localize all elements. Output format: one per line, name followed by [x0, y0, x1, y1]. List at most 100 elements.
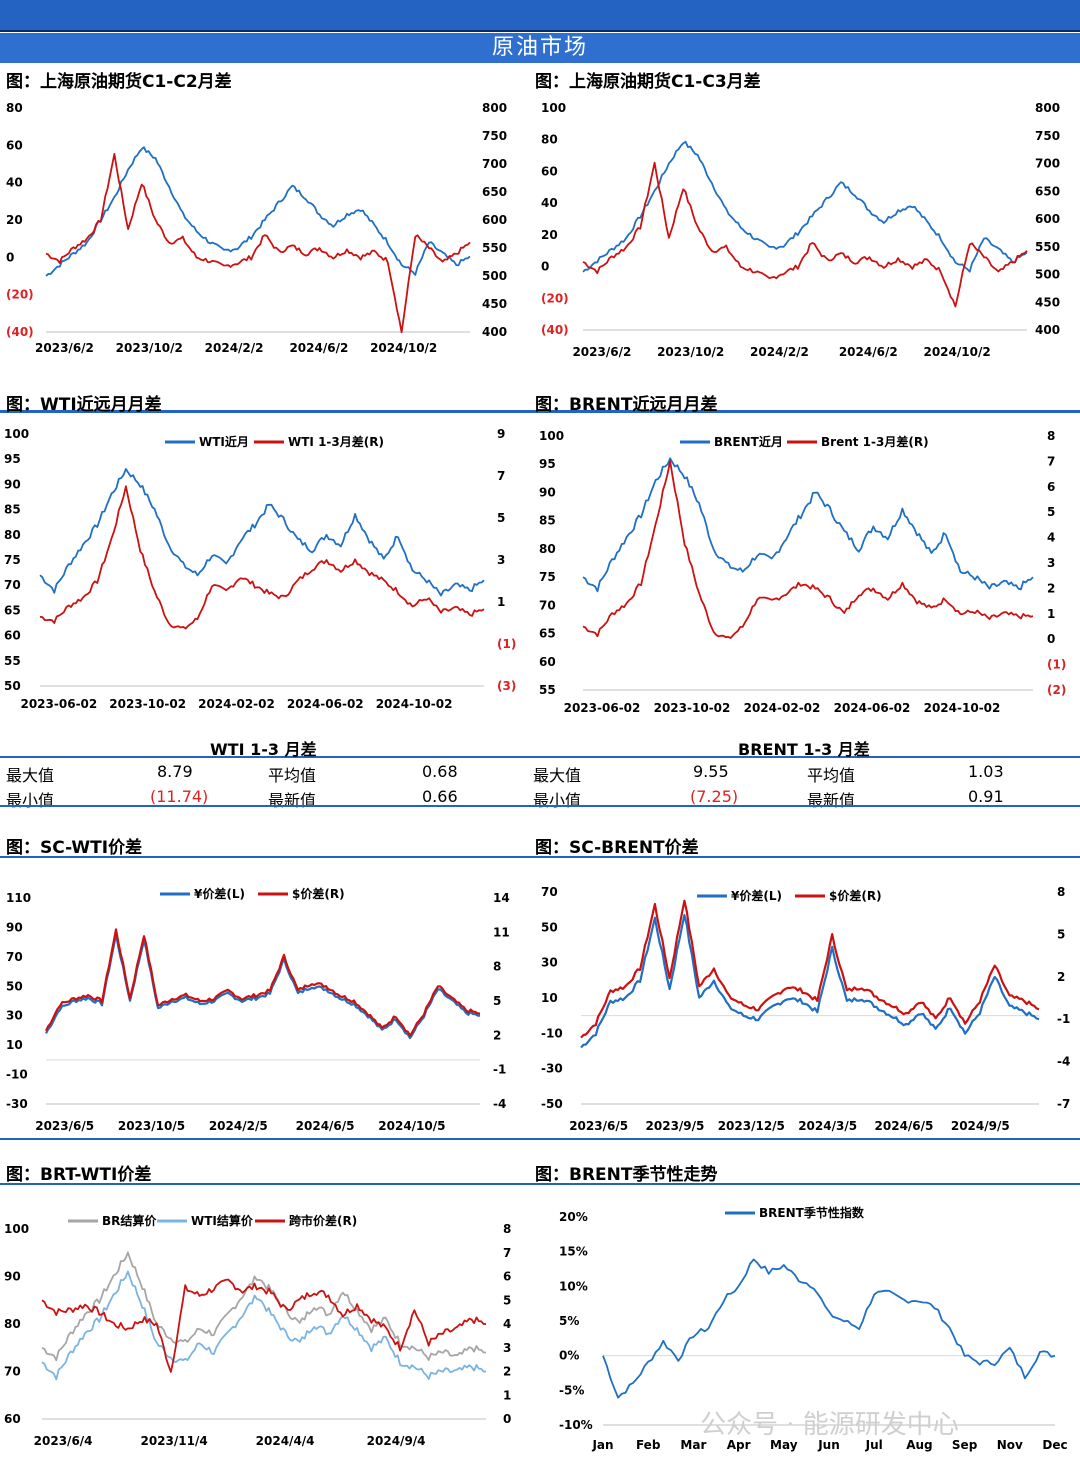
x-tick-label: 2023/6/2: [572, 345, 631, 359]
stat-value: 1.03: [968, 762, 1004, 781]
legend-label: $价差(R): [292, 886, 345, 901]
y-tick-label: 110: [6, 891, 31, 905]
chart-title-c1: 图：上海原油期货C1-C2月差: [6, 72, 232, 92]
x-tick-label: 2024-10-02: [376, 697, 453, 711]
x-tick-label: 2024/10/2: [370, 341, 437, 355]
y2-tick-label: 6: [1047, 480, 1055, 494]
y-tick-label: 5%: [559, 1314, 579, 1328]
y-tick-label: 50: [6, 979, 23, 993]
y2-tick-label: 4: [1047, 531, 1055, 545]
series-line: [45, 146, 471, 277]
y-tick-label: 0%: [559, 1349, 579, 1363]
y2-tick-label: 0: [503, 1412, 511, 1426]
y2-tick-label: -7: [1057, 1097, 1070, 1111]
x-tick-label: 2023-06-02: [564, 701, 641, 715]
y-tick-label: 40: [6, 176, 23, 190]
y2-tick-label: 600: [482, 213, 507, 227]
y-tick-label: 90: [6, 920, 23, 934]
stats-title-brent: BRENT 1-3 月差: [738, 740, 870, 759]
series-line: [582, 457, 1034, 593]
y-tick-label: (20): [541, 291, 569, 305]
stat-label: 最新值: [807, 791, 856, 810]
y-tick-label: 80: [539, 542, 556, 556]
y2-tick-label: -4: [493, 1097, 506, 1111]
chart-sc-c1-c2: 80 60 40 20 0 (20) (40) 800 750 700 650 600 550 500 45…: [6, 101, 507, 355]
y2-tick-label: 800: [482, 101, 507, 115]
chart-title-c3: 图：WTI近远月月差: [6, 395, 162, 415]
y-tick-label: 20%: [559, 1210, 588, 1224]
series-line: [41, 1270, 486, 1381]
y2-tick-label: 5: [1047, 505, 1055, 519]
y-tick-label: 90: [4, 1270, 21, 1284]
x-tick-label: 2024/2/2: [750, 345, 809, 359]
stat-value: 0.66: [422, 787, 458, 806]
stat-label: 最大值: [6, 766, 55, 785]
x-tick-label: 2024/9/5: [951, 1119, 1010, 1133]
chart-brent-spread: 100959085807570656055876543210(1)(2)2023…: [539, 429, 1066, 715]
x-tick-label: Jun: [817, 1438, 840, 1452]
y2-tick-label: (1): [1047, 658, 1066, 672]
y2-tick-label: 8: [493, 960, 501, 974]
legend-label: WTI 1-3月差(R): [288, 434, 384, 449]
y2-tick-label: 400: [1035, 323, 1060, 337]
y-tick-label: 15%: [559, 1245, 588, 1259]
legend-label: WTI近月: [199, 434, 249, 449]
x-tick-label: Jul: [865, 1438, 883, 1452]
series-line: [39, 485, 485, 630]
y2-tick-label: -1: [493, 1063, 506, 1077]
legend-label: WTI结算价: [191, 1213, 254, 1228]
y2-tick-label: 7: [1047, 454, 1055, 468]
y2-tick-label: 450: [482, 297, 507, 311]
x-tick-label: 2023/6/5: [569, 1119, 628, 1133]
legend-label: ¥价差(L): [194, 886, 245, 901]
chart-brt-wti: 100 90 80 70 60 8 7 6 5 4 3 2 1 0 2023/6/4 2023/11/4 202…: [4, 1213, 511, 1448]
stat-value: (7.25): [690, 787, 739, 806]
y-tick-label: 85: [539, 514, 556, 528]
y-tick-label: 50: [541, 920, 558, 934]
x-tick-label: 2024/6/2: [839, 345, 898, 359]
separator: [0, 1138, 1080, 1140]
x-tick-label: 2024/6/2: [289, 341, 348, 355]
y2-tick-label: -1: [1057, 1012, 1070, 1026]
y-tick-label: 100: [541, 101, 566, 115]
y2-tick-label: 1: [503, 1388, 511, 1402]
y-tick-label: -5%: [559, 1383, 584, 1397]
series-line: [582, 460, 1034, 639]
x-tick-label: 2023-10-02: [109, 697, 186, 711]
legend-label: 跨市价差(R): [289, 1213, 357, 1228]
x-tick-label: 2024/4/4: [256, 1434, 315, 1448]
series-line: [45, 153, 471, 334]
x-tick-label: 2023/6/2: [35, 341, 94, 355]
y2-tick-label: 800: [1035, 101, 1060, 115]
chart-sc-c1-c3: 100 80 60 40 20 0 (20) (40) 800 750 700 650 600 550 50…: [541, 101, 1060, 359]
y-tick-label: -30: [6, 1097, 28, 1111]
y-tick-label: 70: [541, 885, 558, 899]
stat-value: 0.91: [968, 787, 1004, 806]
y-tick-label: 70: [4, 578, 21, 592]
stat-value: (11.74): [150, 787, 209, 806]
legend-label: BR结算价: [102, 1213, 157, 1228]
y2-tick-label: 750: [1035, 129, 1060, 143]
y-tick-label: 40: [541, 196, 558, 210]
y2-tick-label: (1): [497, 637, 516, 651]
series-line: [582, 161, 1028, 308]
x-tick-label: 2024/10/5: [378, 1119, 445, 1133]
y2-tick-label: (2): [1047, 683, 1066, 697]
x-tick-label: 2024-10-02: [924, 701, 1001, 715]
page-banner: 原油市场: [0, 33, 1080, 63]
y-tick-label: 20: [6, 213, 23, 227]
y2-tick-label: 5: [503, 1293, 511, 1307]
y-tick-label: 60: [539, 655, 556, 669]
x-tick-label: 2023-10-02: [654, 701, 731, 715]
y2-tick-label: 650: [482, 185, 507, 199]
x-tick-label: 2024/2/2: [205, 341, 264, 355]
stat-label: 最新值: [268, 791, 317, 810]
y2-tick-label: 2: [493, 1028, 501, 1042]
x-tick-label: May: [770, 1438, 798, 1452]
y-tick-label: (20): [6, 288, 34, 302]
y2-tick-label: 700: [1035, 157, 1060, 171]
separator: [0, 1183, 1080, 1185]
y2-tick-label: 2: [1047, 581, 1055, 595]
series-line: [602, 1258, 1056, 1399]
y-tick-label: -50: [541, 1097, 563, 1111]
